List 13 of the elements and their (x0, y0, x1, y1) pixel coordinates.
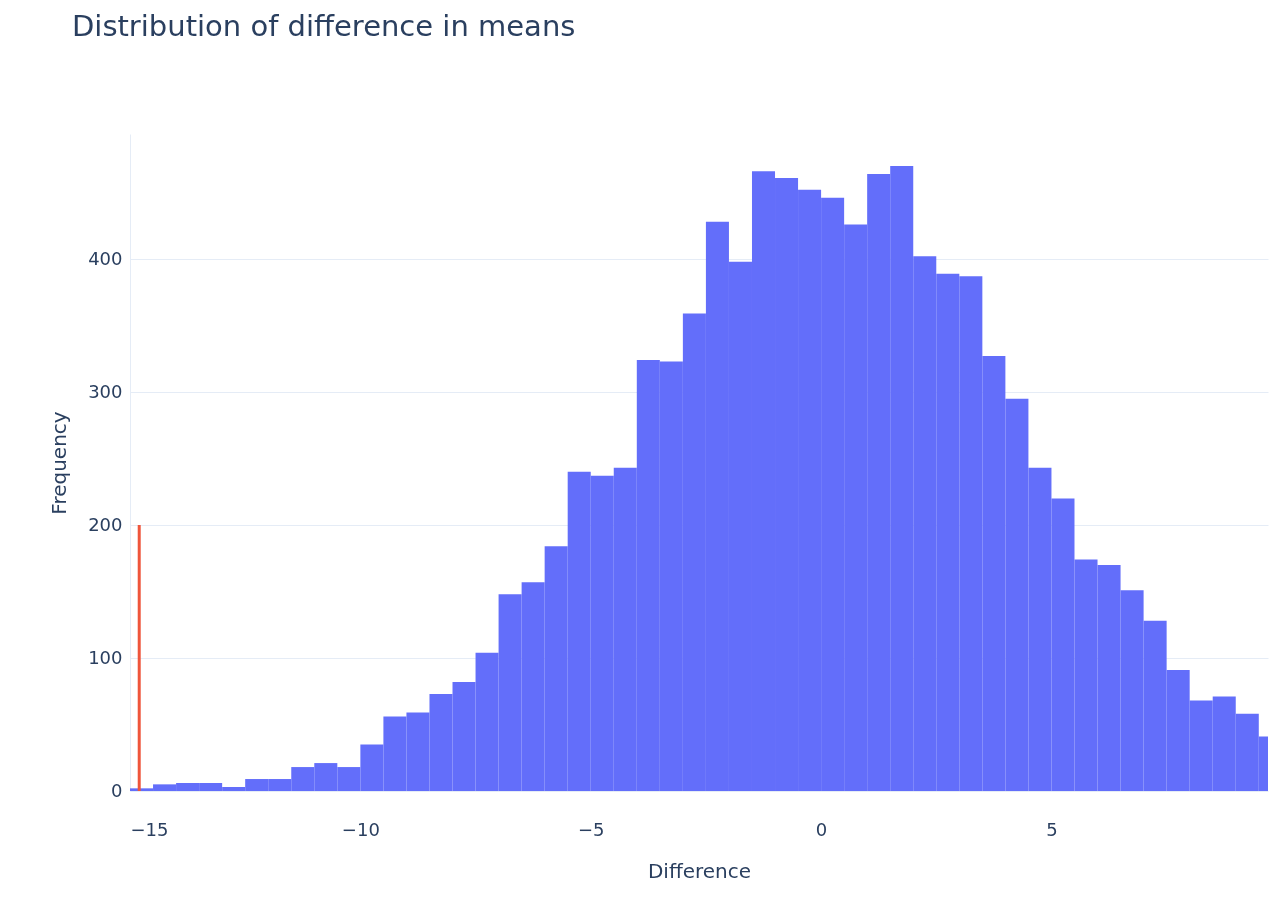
x-tick-label: −10 (341, 818, 380, 840)
y-tick-label: 200 (88, 513, 123, 535)
y-tick-label: 0 (111, 779, 123, 801)
y-tick-label: 100 (88, 646, 123, 668)
x-tick-label: 0 (815, 818, 828, 840)
x-axis-title: Difference (647, 858, 752, 883)
y-tick-label: 400 (88, 247, 123, 269)
y-axis-title: Frequency (47, 411, 72, 515)
x-tick-label: 5 (1046, 818, 1058, 840)
x-tick-label: −5 (577, 818, 605, 840)
y-tick-label: 300 (88, 380, 123, 402)
chart-title: Distribution of difference in means (72, 9, 576, 43)
x-tick-label: −15 (130, 818, 169, 840)
